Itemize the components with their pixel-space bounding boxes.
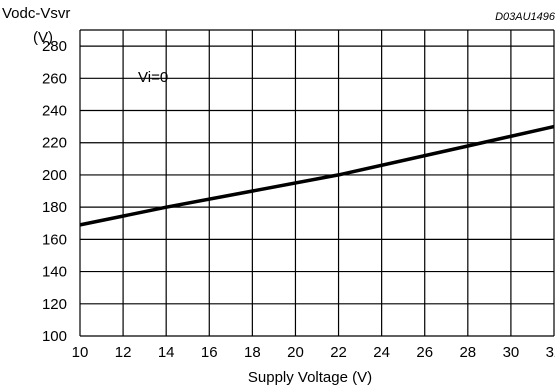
series-line [79, 124, 555, 227]
annotation-vi: Vi=0 [138, 69, 168, 86]
y-tick-label: 200 [42, 167, 67, 184]
y-tick-label: 220 [42, 135, 67, 152]
x-tick-label: 20 [287, 344, 304, 361]
x-tick-label: 26 [416, 344, 433, 361]
y-tick-label: 140 [42, 264, 67, 281]
y-axis-unit: (V) [33, 29, 53, 46]
y-axis-label: Vodc-Vsvr [2, 5, 70, 22]
x-tick-label: 22 [330, 344, 347, 361]
x-tick-label: 14 [158, 344, 175, 361]
y-tick-label: 120 [42, 296, 67, 313]
y-tick-labels: 100 120 140 160 180 200 220 240 260 280 [42, 38, 67, 345]
y-tick-label: 280 [42, 38, 67, 55]
x-tick-label: 16 [201, 344, 218, 361]
grid [79, 29, 555, 337]
x-tick-label: 32 [546, 344, 555, 361]
y-tick-label: 240 [42, 103, 67, 120]
y-tick-label: 100 [42, 328, 67, 345]
x-tick-label: 24 [373, 344, 390, 361]
x-tick-label: 12 [115, 344, 132, 361]
x-tick-label: 10 [72, 344, 89, 361]
x-tick-label: 18 [244, 344, 261, 361]
figure-code: D03AU1496 [495, 11, 555, 23]
y-tick-label: 260 [42, 70, 67, 87]
x-tick-label: 28 [459, 344, 476, 361]
x-tick-label: 30 [503, 344, 520, 361]
series-group [79, 124, 555, 227]
y-tick-label: 180 [42, 199, 67, 216]
y-tick-label: 160 [42, 231, 67, 248]
x-axis-label: Supply Voltage (V) [248, 369, 372, 385]
x-tick-labels: 10 12 14 16 18 20 22 24 26 28 30 32 [72, 344, 555, 361]
